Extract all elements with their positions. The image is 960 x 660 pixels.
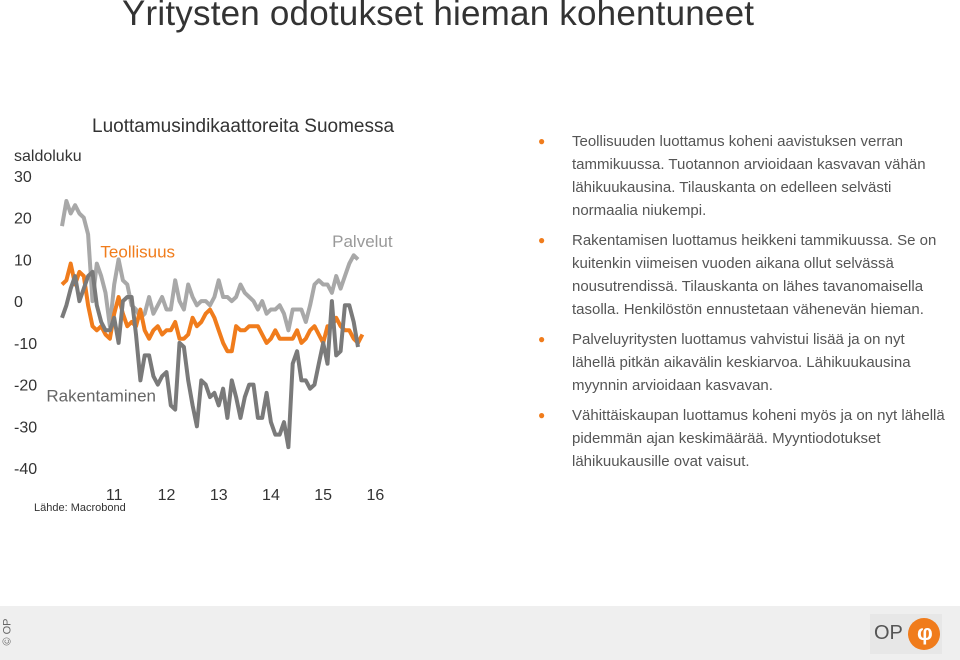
bullet-text: Vähittäiskaupan luottamus koheni myös ja… xyxy=(572,407,945,470)
op-logo-icon: φ xyxy=(908,618,940,650)
y-tick-label: 0 xyxy=(14,294,23,311)
bullet-dot: ● xyxy=(538,233,546,247)
y-tick-label: 20 xyxy=(14,211,32,228)
x-tick-label: 11 xyxy=(106,487,123,504)
bullet-item: ● Rakentamisen luottamus heikkeni tammiku… xyxy=(538,229,948,321)
bullet-list: ● Teollisuuden luottamus koheni aavistuks… xyxy=(538,130,948,480)
series-line-rakentaminen xyxy=(60,269,360,450)
series-label-teollisuus: Teollisuus xyxy=(100,242,175,261)
y-tick-label: -40 xyxy=(14,461,37,478)
x-tick-label: 14 xyxy=(262,487,280,504)
bullet-text: Palveluyritysten luottamus vahvistui lis… xyxy=(572,331,911,394)
copyright-text: © OP xyxy=(1,618,14,646)
chart-title: Luottamusindikaattoreita Suomessa xyxy=(92,116,395,137)
bullet-text: Teollisuuden luottamus koheni aavistukse… xyxy=(572,133,926,219)
series-label-rakentaminen: Rakentaminen xyxy=(46,386,156,405)
x-tick-label: 13 xyxy=(210,487,228,504)
slide-title: Yritysten odotukset hieman kohentuneet xyxy=(122,0,755,33)
bullet-dot: ● xyxy=(538,134,546,148)
op-logo: OP φ xyxy=(870,614,942,654)
x-tick-label: 16 xyxy=(367,487,385,504)
bullet-text: Rakentamisen luottamus heikkeni tammikuu… xyxy=(572,232,937,318)
bullet-item: ● Teollisuuden luottamus koheni aavistuks… xyxy=(538,130,948,222)
bullet-dot: ● xyxy=(538,332,546,346)
confidence-chart: saldoluku 30 20 10 0 -10 -20 -30 -40 11 12 13 14 15… xyxy=(14,148,393,504)
bullet-item: ● Palveluyritysten luottamus vahvistui li… xyxy=(538,328,948,397)
series-label-palvelut: Palvelut xyxy=(332,232,393,251)
y-tick-label: 10 xyxy=(14,252,32,269)
series-line-palvelut xyxy=(60,199,360,333)
y-axis-label: saldoluku xyxy=(14,148,82,165)
bullet-item: ● Vähittäiskaupan luottamus koheni myös j… xyxy=(538,404,948,473)
footer-bar: © OP OP φ xyxy=(0,606,960,660)
y-tick-label: 30 xyxy=(14,169,32,186)
logo-text: OP xyxy=(874,622,903,644)
source-note: Lähde: Macrobond xyxy=(34,502,126,514)
x-tick-label: 15 xyxy=(314,487,332,504)
x-tick-label: 12 xyxy=(158,487,176,504)
y-tick-label: -30 xyxy=(14,419,37,436)
y-tick-label: -10 xyxy=(14,336,37,353)
bullet-dot: ● xyxy=(538,408,546,422)
y-tick-label: -20 xyxy=(14,378,37,395)
